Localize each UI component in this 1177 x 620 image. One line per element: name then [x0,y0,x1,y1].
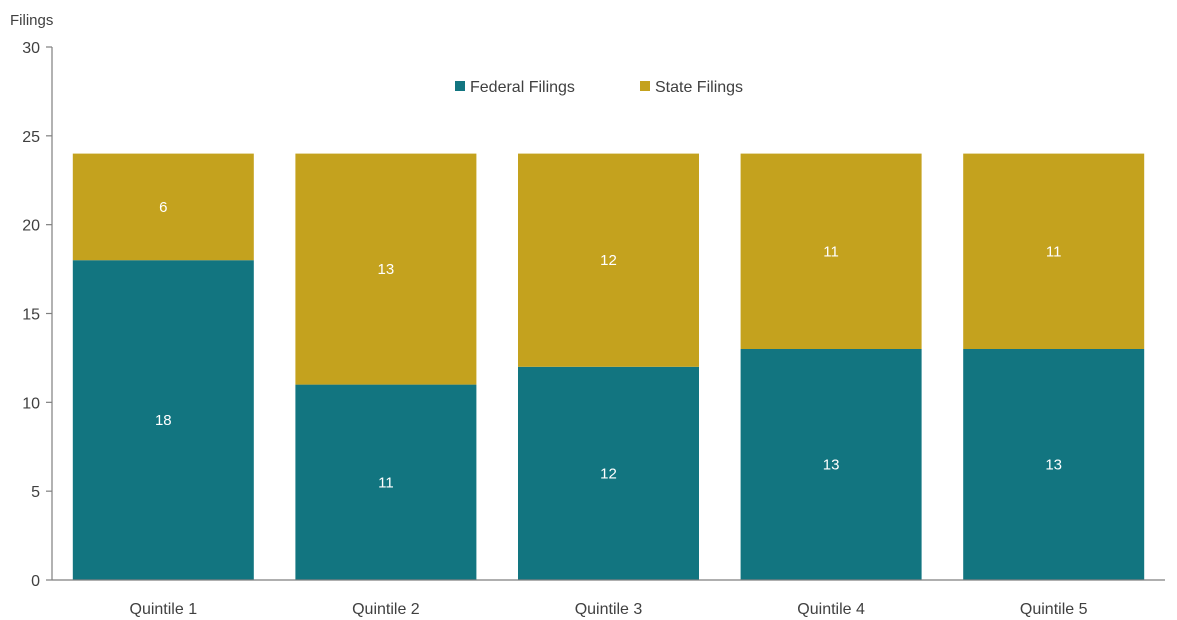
data-label-federal-5: 13 [1045,457,1062,474]
data-label-federal-1: 18 [155,412,172,429]
bar-federal-5 [963,349,1145,580]
legend-label-federal: Federal Filings [470,79,575,96]
y-tick-label: 25 [22,129,40,146]
y-tick-label: 10 [22,395,40,412]
x-tick-label: Quintile 3 [575,601,643,618]
y-tick-label: 20 [22,218,40,235]
y-tick-label: 0 [31,573,40,590]
y-axis: 0 5 10 15 20 25 30 [22,40,53,590]
data-label-state-3: 12 [600,252,617,269]
legend-swatch-state [640,81,650,91]
data-label-state-4: 11 [823,243,839,260]
x-tick-label: Quintile 4 [797,601,865,618]
bar-federal-1 [72,260,254,580]
data-label-state-1: 6 [159,199,167,216]
bar-state-5 [963,153,1145,349]
bar-state-4 [740,153,922,349]
x-tick-label: Quintile 1 [130,601,198,618]
legend-swatch-federal [455,81,465,91]
x-axis: Quintile 1 Quintile 2 Quintile 3 Quintile 4… [52,579,1165,618]
data-label-federal-2: 11 [378,474,394,491]
legend: Federal Filings State Filings [455,79,743,96]
legend-label-state: State Filings [655,79,743,96]
bar-state-2 [295,153,477,385]
data-label-federal-3: 12 [600,465,617,482]
bar-state-3 [518,153,699,367]
data-label-state-5: 11 [1046,243,1062,260]
bar-federal-3 [518,366,699,580]
y-tick-label: 30 [22,40,40,57]
bar-state-1 [72,153,254,261]
y-tick-label: 5 [31,484,40,501]
data-label-state-2: 13 [378,261,395,278]
plot-area: 18 6 11 13 12 12 13 11 13 11 [72,153,1145,580]
x-tick-label: Quintile 5 [1020,601,1088,618]
y-tick-label: 15 [22,307,40,324]
bar-federal-4 [740,349,922,580]
y-axis-title: Filings [10,12,53,29]
data-label-federal-4: 13 [823,457,840,474]
x-tick-label: Quintile 2 [352,601,420,618]
bar-federal-2 [295,384,477,580]
